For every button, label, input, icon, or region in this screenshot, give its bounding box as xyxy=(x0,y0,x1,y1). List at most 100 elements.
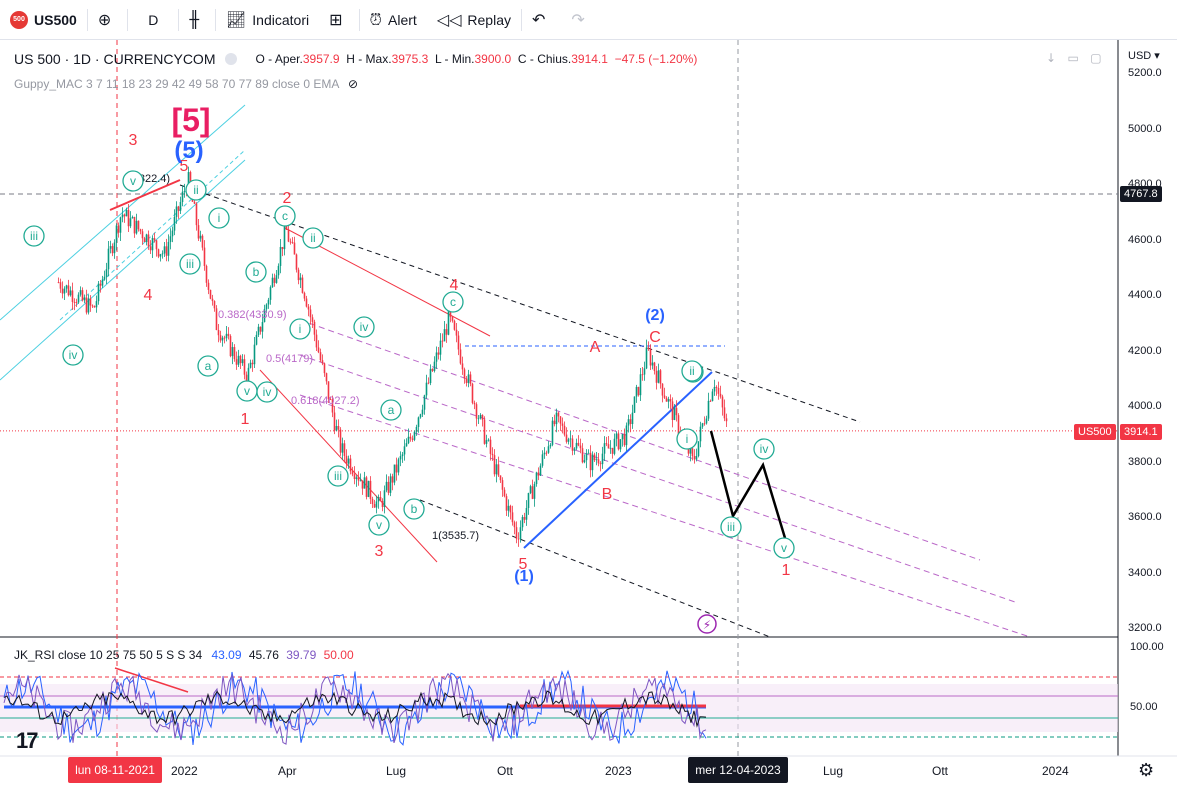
candle-body xyxy=(655,371,658,383)
wave-circle xyxy=(62,344,84,366)
candle-body xyxy=(81,290,84,301)
templates-button[interactable]: ⊞ xyxy=(319,0,358,40)
wave-label-blue: (2) xyxy=(645,307,665,324)
candle-body xyxy=(205,265,208,283)
wave-label-green: iii xyxy=(186,257,194,271)
compare-button[interactable]: ⊕ xyxy=(88,0,127,40)
candle-body xyxy=(673,407,676,420)
toolbar-divider xyxy=(86,8,88,31)
candle-body xyxy=(303,292,306,299)
wave-circle xyxy=(368,514,390,536)
eye-hidden-icon[interactable]: ⊘ xyxy=(348,77,359,91)
candle-body xyxy=(255,334,258,345)
top-divergence-line xyxy=(109,179,181,211)
candle-body xyxy=(719,393,722,397)
wave-circle xyxy=(327,465,349,487)
candle-body xyxy=(723,407,726,419)
candle-body xyxy=(59,282,62,289)
rsi-line-purple xyxy=(3,672,707,745)
toolbar-divider xyxy=(178,8,180,31)
fib-level-label: 0.382(4330.9) xyxy=(218,309,287,321)
candle-body xyxy=(525,507,528,520)
candle-body xyxy=(173,216,176,231)
candle-body xyxy=(211,298,214,302)
candle-body xyxy=(545,452,548,454)
candle-body xyxy=(569,438,572,440)
candle-body xyxy=(95,301,98,308)
wave-circle xyxy=(380,399,402,421)
candle-body xyxy=(233,347,236,360)
candle-body xyxy=(377,496,380,502)
candle-body xyxy=(613,438,616,454)
candle-body xyxy=(469,374,472,384)
candle-body xyxy=(215,308,218,331)
candle-body xyxy=(315,334,318,348)
gear-icon[interactable]: ⚙ xyxy=(1138,760,1155,781)
redo-button[interactable]: ↷ xyxy=(561,0,600,40)
candle-body xyxy=(577,442,580,446)
fib-channel-3 xyxy=(299,394,1031,638)
candle-body xyxy=(363,477,366,489)
indicators-button[interactable]: 📈︎ Indicatori xyxy=(216,0,319,40)
candle-body xyxy=(659,370,662,384)
time-tick-label: 2023 xyxy=(605,764,632,778)
candle-body xyxy=(333,412,336,431)
candle-body xyxy=(287,229,290,242)
candle-body xyxy=(345,455,348,464)
candle-body xyxy=(119,217,122,233)
candle-body xyxy=(567,439,570,442)
candle-body xyxy=(611,447,614,454)
wave-circle xyxy=(353,316,375,338)
interval-button[interactable]: D xyxy=(148,11,159,28)
candle-body xyxy=(83,297,86,301)
price-tick-label: 4400.0 xyxy=(1128,289,1162,301)
wave-circle xyxy=(208,207,230,229)
wave-label-blue: (1) xyxy=(514,568,534,585)
candle-body xyxy=(529,486,532,494)
chart-type-button[interactable]: ╫ xyxy=(179,0,215,40)
candle-body xyxy=(697,441,700,457)
candle-body xyxy=(371,498,374,505)
crosshair-price-tag: 4767.8 xyxy=(1120,186,1162,202)
candle-body xyxy=(189,172,192,189)
candle-body xyxy=(451,316,454,321)
legend-dot-icon[interactable] xyxy=(225,53,238,65)
currency-selector[interactable]: USD ▾ xyxy=(1128,49,1160,62)
candle-body xyxy=(573,448,576,451)
candle-body xyxy=(273,277,276,283)
candle-body xyxy=(67,285,70,296)
alert-button[interactable]: ⏰︎ Alert xyxy=(360,0,427,40)
candle-body xyxy=(127,209,130,227)
undo-button[interactable]: ↶ xyxy=(522,0,561,40)
candle-body xyxy=(501,480,504,490)
candle-body xyxy=(629,419,632,425)
candle-body xyxy=(585,453,588,461)
candle-body xyxy=(605,443,608,445)
pane-controls[interactable]: ↓ ▭ ▢ xyxy=(1046,51,1102,65)
replay-button[interactable]: ◁◁ Replay xyxy=(427,0,521,40)
wave-label-green: iii xyxy=(727,520,735,534)
candle-body xyxy=(167,241,170,256)
candle-body xyxy=(395,464,398,473)
tradingview-logo-icon[interactable]: 17 xyxy=(16,728,39,753)
price-tick-label: 3400.0 xyxy=(1128,566,1162,579)
rsi-tick-label: 50.00 xyxy=(1130,701,1158,713)
symbol-selector[interactable]: 500 US500 xyxy=(0,0,87,40)
candle-body xyxy=(213,301,216,309)
alert-label: Alert xyxy=(388,11,417,28)
candle-body xyxy=(515,527,518,539)
candle-body xyxy=(703,423,706,425)
candle-body xyxy=(223,337,226,339)
candle-body xyxy=(645,347,648,369)
candle-body xyxy=(153,238,156,241)
wave-label-red: A xyxy=(590,339,601,356)
candle-body xyxy=(101,279,104,286)
candle-body xyxy=(465,378,468,383)
candle-body xyxy=(163,246,166,254)
candle-body xyxy=(87,298,90,313)
candle-body xyxy=(373,504,376,508)
candle-body xyxy=(517,538,520,540)
candle-body xyxy=(297,269,300,281)
alarm-clock-icon: ⏰︎ xyxy=(369,9,382,29)
